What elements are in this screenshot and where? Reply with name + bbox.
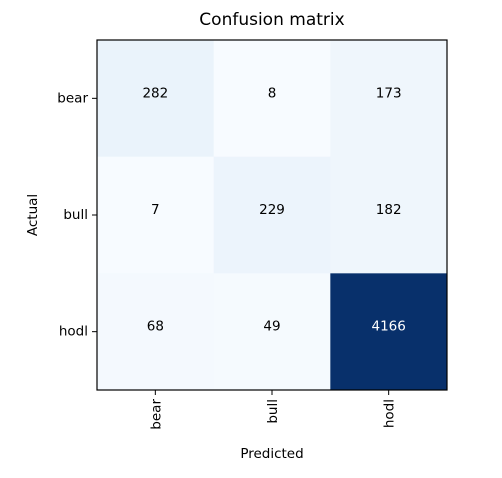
heatmap-cells — [97, 40, 448, 391]
cell-value-bear-bear: 282 — [142, 85, 168, 101]
cell-value-hodl-bull: 49 — [263, 319, 280, 335]
cell-value-bull-bull: 229 — [259, 202, 285, 218]
x-tick-label-bull: bull — [265, 399, 281, 424]
y-axis-ticks: bear bull hodl — [57, 90, 97, 340]
heatmap-cell-bull-bear — [97, 156, 215, 274]
heatmap-cell-hodl-bull — [213, 273, 331, 391]
cell-value-bull-hodl: 182 — [376, 202, 402, 218]
cell-value-hodl-hodl: 4166 — [371, 319, 405, 335]
cell-value-bear-hodl: 173 — [376, 85, 402, 101]
heatmap-cell-bear-bear — [97, 40, 215, 158]
heatmap-cell-bull-hodl — [330, 156, 448, 274]
x-tick-label-bear: bear — [148, 399, 164, 430]
y-axis-label: Actual — [25, 194, 41, 236]
y-tick-label-bear: bear — [57, 90, 88, 106]
heatmap-cell-bear-hodl — [330, 40, 448, 158]
y-tick-label-hodl: hodl — [59, 324, 88, 340]
x-axis-label: Predicted — [240, 446, 303, 462]
cell-value-bull-bear: 7 — [151, 202, 160, 218]
x-axis-ticks: bear bull hodl — [148, 390, 398, 430]
heatmap-cell-bull-bull — [213, 156, 331, 274]
heatmap-cell-bear-bull — [213, 40, 331, 158]
cell-value-hodl-bear: 68 — [147, 319, 164, 335]
heatmap-cell-hodl-hodl — [330, 273, 448, 391]
heatmap-cell-labels: 282 8 173 7 229 182 68 49 4166 — [142, 85, 405, 334]
y-tick-label-bull: bull — [63, 207, 88, 223]
heatmap-cell-hodl-bear — [97, 273, 215, 391]
chart-title: Confusion matrix — [199, 10, 344, 30]
cell-value-bear-bull: 8 — [268, 85, 277, 101]
x-tick-label-hodl: hodl — [382, 399, 398, 428]
